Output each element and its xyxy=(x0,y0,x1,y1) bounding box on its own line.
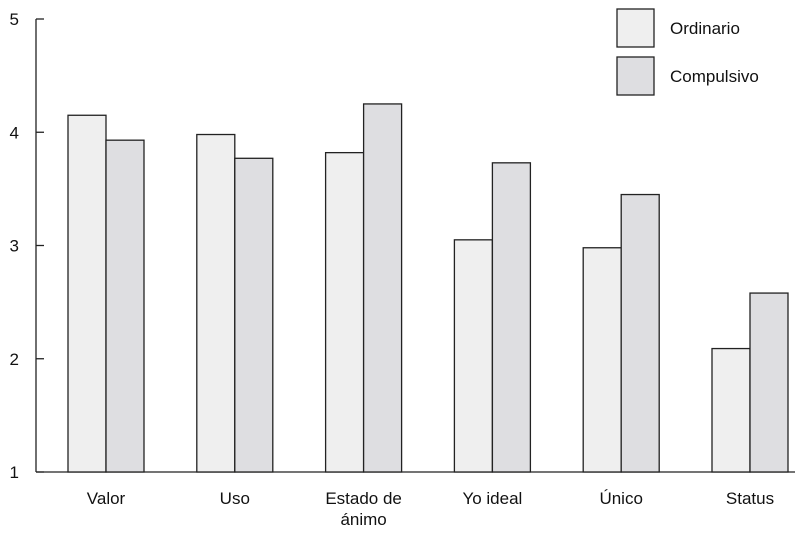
category-label: Yo ideal xyxy=(462,489,522,508)
y-axis: 1 2 3 4 5 xyxy=(10,10,795,482)
bar-ordinario-3 xyxy=(453,239,494,473)
y-tick-label: 1 xyxy=(10,463,19,482)
bar-compulsivo-4 xyxy=(620,193,660,473)
bar-ordinario-5 xyxy=(711,347,751,473)
legend-swatch xyxy=(616,8,655,48)
category-label: Estado de ánimo xyxy=(325,489,402,529)
category-label: Uso xyxy=(220,489,250,508)
bar-ordinario-2 xyxy=(324,151,365,473)
bars xyxy=(67,103,789,473)
y-tick-label: 4 xyxy=(10,123,19,142)
y-tick-label: 3 xyxy=(10,237,19,256)
legend: Ordinario Compulsivo xyxy=(616,8,759,96)
category-label: Valor xyxy=(87,489,126,508)
y-tick-label: 2 xyxy=(10,350,19,369)
bar-compulsivo-5 xyxy=(749,292,789,473)
legend-swatch xyxy=(616,56,655,96)
bar-ordinario-4 xyxy=(582,247,622,473)
bar-compulsivo-0 xyxy=(105,139,145,473)
legend-label: Compulsivo xyxy=(670,67,759,86)
bar-compulsivo-2 xyxy=(362,103,403,473)
bar-compulsivo-3 xyxy=(491,162,532,473)
y-tick-label: 5 xyxy=(10,10,19,29)
legend-label: Ordinario xyxy=(670,19,740,38)
bar-ordinario-0 xyxy=(67,114,107,473)
category-label: Status xyxy=(726,489,774,508)
x-axis-labels: Valor Uso Estado de ánimo Yo ideal Único Statu… xyxy=(87,489,774,529)
bar-ordinario-1 xyxy=(196,133,236,473)
category-label: Único xyxy=(599,489,642,508)
bar-compulsivo-1 xyxy=(234,157,274,473)
